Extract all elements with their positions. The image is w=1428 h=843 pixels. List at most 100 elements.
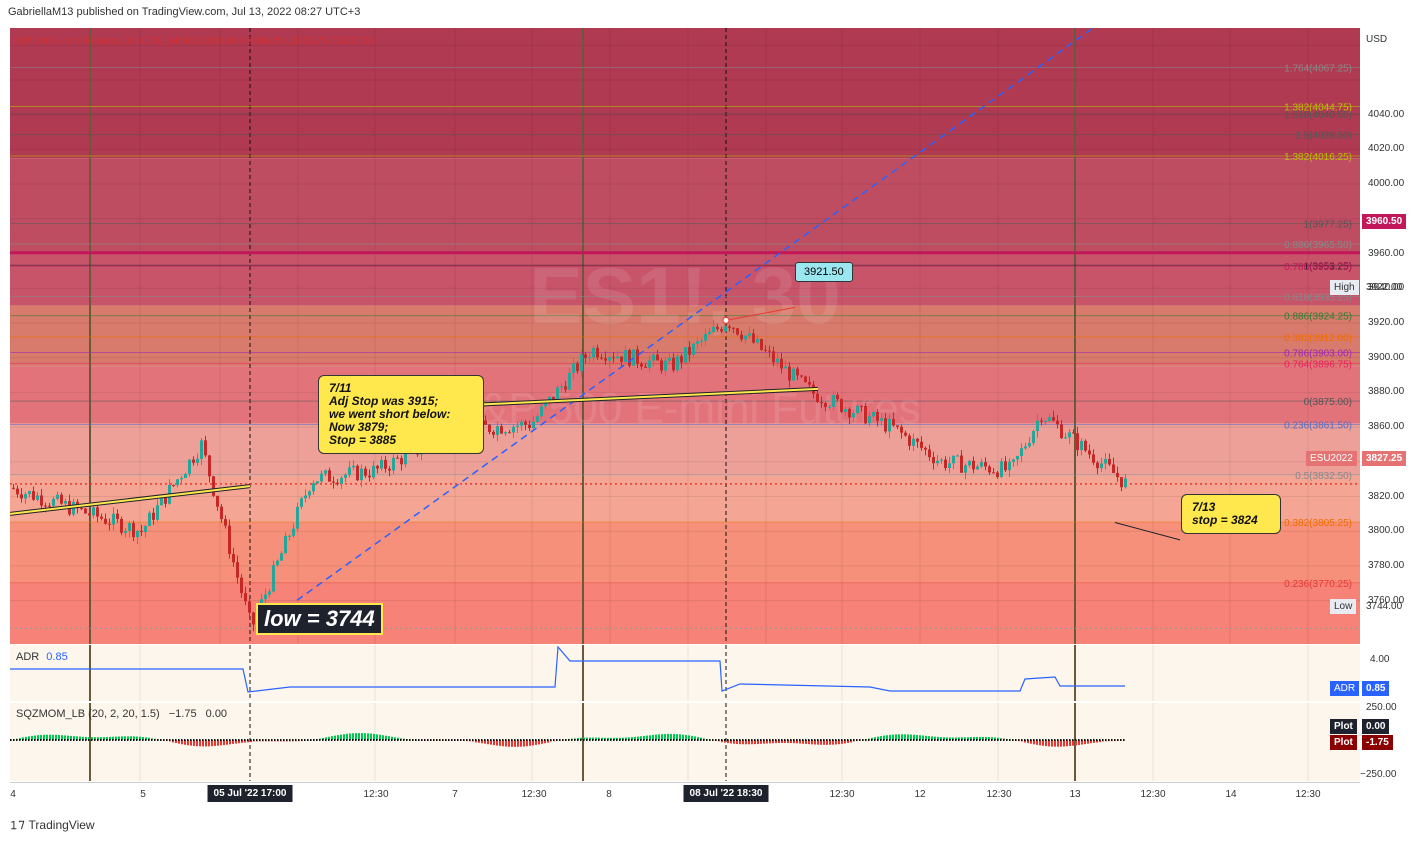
note-7-11[interactable]: 7/11 Adj Stop was 3915; we went short be… — [318, 375, 484, 454]
momentum-bar — [175, 740, 177, 744]
momentum-bar — [67, 735, 69, 740]
squeeze-dot — [709, 739, 711, 741]
momentum-bar — [190, 740, 192, 746]
candle-body — [1120, 477, 1123, 488]
momentum-bar — [112, 736, 114, 740]
momentum-bar — [139, 736, 141, 740]
candle-body — [708, 331, 711, 335]
momentum-bar — [586, 737, 588, 740]
momentum-bar — [46, 734, 48, 740]
candle-body — [560, 386, 563, 388]
momentum-bar — [88, 737, 90, 740]
momentum-bar — [895, 734, 897, 740]
candle-body — [712, 326, 715, 332]
squeeze-dot — [40, 739, 42, 741]
momentum-bar — [385, 735, 387, 740]
squeeze-dot — [241, 739, 243, 741]
candle-body — [384, 459, 387, 469]
momentum-bar — [733, 740, 735, 744]
squeeze-dot — [982, 739, 984, 741]
squeeze-dot — [1051, 739, 1053, 741]
candle-body — [112, 513, 115, 525]
sqz-axis-bottom: −250.00 — [1360, 769, 1397, 780]
squeeze-dot — [427, 739, 429, 741]
candle-body — [1012, 459, 1015, 462]
squeeze-dot — [457, 739, 459, 741]
note-7-11-line: Stop = 3885 — [329, 433, 397, 447]
squeeze-dot — [1117, 739, 1119, 741]
squeeze-dot — [964, 739, 966, 741]
momentum-bar — [766, 740, 768, 744]
momentum-bar — [670, 733, 672, 740]
candle-body — [184, 473, 187, 479]
squeeze-dot — [1096, 739, 1098, 741]
momentum-bar — [964, 737, 966, 740]
squeeze-dot — [172, 739, 174, 741]
squeeze-dot — [526, 739, 528, 741]
candle-body — [220, 506, 223, 520]
squeeze-dot — [1018, 739, 1020, 741]
momentum-bar — [1084, 740, 1086, 745]
momentum-bar — [217, 740, 219, 746]
low-annotation[interactable]: low = 3744 — [256, 603, 383, 635]
squeeze-dot — [328, 739, 330, 741]
adr-indicator-pane[interactable]: ADR 0.85 — [10, 645, 1360, 701]
momentum-bar — [826, 740, 828, 745]
momentum-bar — [619, 737, 621, 740]
price-chart-svg[interactable]: 1.764(4067.25) 1.382(4044.75)1.618(4040.5… — [10, 28, 1360, 644]
momentum-bar — [172, 740, 174, 743]
squeeze-dot — [658, 739, 660, 741]
candle-body — [624, 349, 627, 362]
momentum-bar — [220, 740, 222, 746]
squeeze-dot — [145, 739, 147, 741]
squeeze-momentum-pane[interactable]: SQZMOM_LB (20, 2, 20, 1.5) −1.75 0.00 — [10, 703, 1360, 781]
adr-legend: ADR 0.85 — [16, 651, 68, 663]
momentum-bar — [913, 734, 915, 740]
squeeze-dot — [1063, 739, 1065, 741]
squeeze-dot — [913, 739, 915, 741]
candle-body — [396, 457, 399, 459]
candle-body — [748, 333, 751, 336]
high-callout[interactable]: 3921.50 — [795, 262, 853, 282]
momentum-bar — [241, 740, 243, 743]
candle-body — [1088, 450, 1091, 455]
tradingview-footer[interactable]: 𝟷𝟽 TradingView — [10, 818, 95, 833]
squeeze-dot — [925, 739, 927, 741]
squeeze-dot — [100, 739, 102, 741]
low-value: 3744.00 — [1366, 601, 1403, 612]
momentum-bar — [835, 740, 837, 745]
momentum-bar — [118, 736, 120, 740]
candle-body — [204, 440, 207, 456]
squeeze-dot — [484, 739, 486, 741]
momentum-bar — [1099, 740, 1101, 743]
price-axis[interactable]: USD 4040.004020.004000.003980.003960.003… — [1306, 28, 1428, 782]
squeeze-dot — [790, 739, 792, 741]
momentum-bar — [517, 740, 519, 747]
price-chart[interactable]: 1.764(4067.25) 1.382(4044.75) 1.618(4040.5… — [10, 28, 1360, 644]
candle-body — [356, 465, 359, 481]
squeeze-dot — [220, 739, 222, 741]
squeeze-dot — [727, 739, 729, 741]
squeeze-dot — [262, 739, 264, 741]
momentum-bar — [235, 740, 237, 744]
squeeze-dot — [496, 739, 498, 741]
price-tick-label: 3780.00 — [1368, 559, 1405, 571]
note-7-13[interactable]: 7/13 stop = 3824 — [1181, 494, 1281, 534]
momentum-bar — [694, 736, 696, 740]
candle-body — [644, 366, 647, 368]
squeeze-dot — [811, 739, 813, 741]
squeeze-dot — [883, 739, 885, 741]
candle-body — [148, 512, 151, 526]
momentum-bar — [358, 733, 360, 740]
momentum-bar — [967, 737, 969, 740]
candle-body — [888, 418, 891, 432]
momentum-bar — [58, 734, 60, 740]
momentum-bar — [772, 740, 774, 744]
trendline-dashed — [257, 28, 1095, 629]
sqz-axis-top: 250.00 — [1366, 702, 1397, 713]
squeeze-dot — [541, 739, 543, 741]
squeeze-dot — [442, 739, 444, 741]
squeeze-dot — [670, 739, 672, 741]
time-axis[interactable]: 4512:30712:308112:301212:301312:301412:3… — [10, 782, 1360, 807]
squeeze-dot — [688, 739, 690, 741]
